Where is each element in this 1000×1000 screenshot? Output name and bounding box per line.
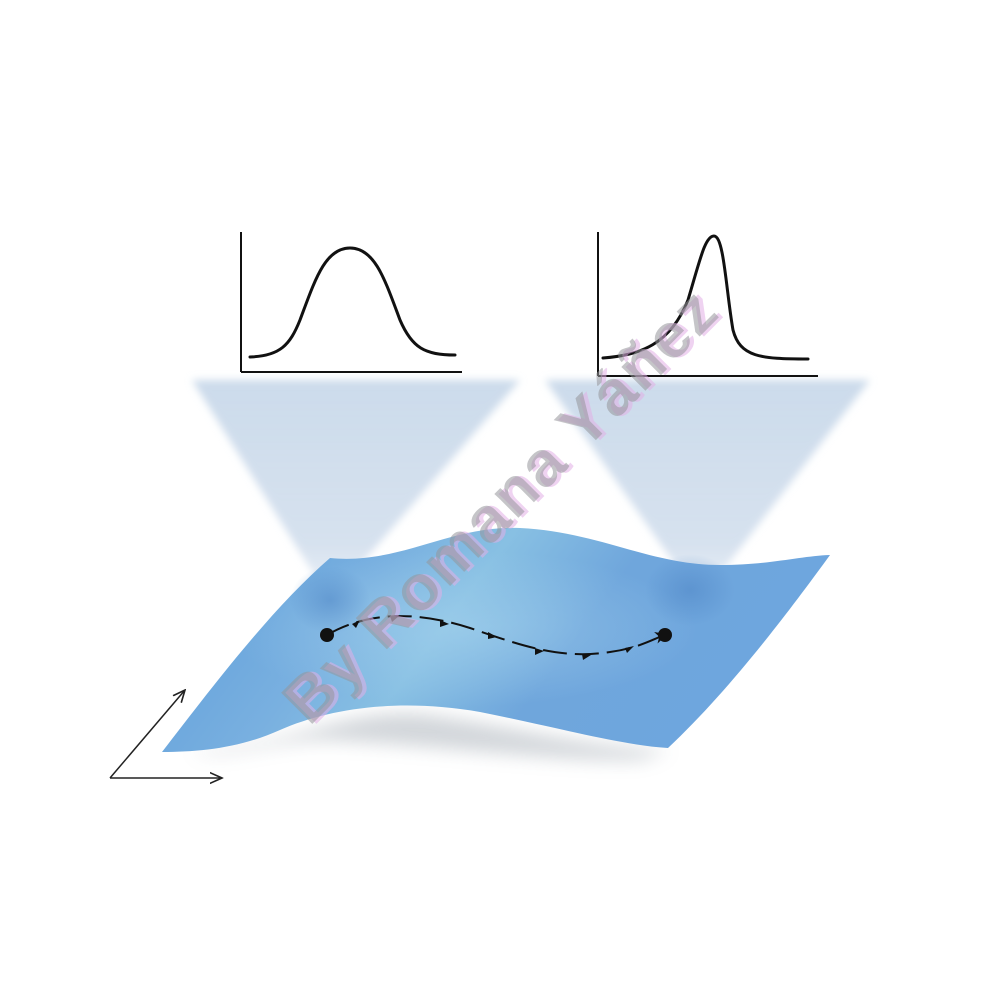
surface-highlight xyxy=(162,527,830,752)
plot-skewed-distribution xyxy=(597,232,818,377)
path-start-point xyxy=(320,628,334,642)
coordinate-axes xyxy=(109,690,222,779)
projection-cone-right xyxy=(545,380,870,600)
surface-dip-left xyxy=(290,566,370,634)
projection-cone-left xyxy=(192,380,520,600)
plot2-curve xyxy=(601,234,810,361)
plot-symmetric-distribution xyxy=(240,232,462,373)
path-end-point xyxy=(658,628,672,642)
geodesic-path xyxy=(320,615,672,660)
plot1-curve xyxy=(248,246,457,359)
surface-dip-right xyxy=(645,554,735,626)
axis-diagonal xyxy=(109,690,185,779)
surface-shadow xyxy=(190,713,670,761)
path-arrows xyxy=(326,615,668,656)
